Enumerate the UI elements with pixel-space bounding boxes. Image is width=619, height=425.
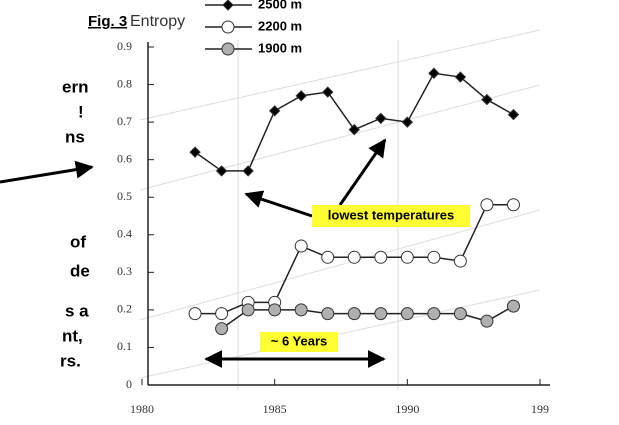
data-point xyxy=(507,108,520,121)
data-point xyxy=(189,146,201,158)
y-tick-label: 0.7 xyxy=(117,114,132,128)
data-point xyxy=(453,254,467,268)
data-point xyxy=(481,93,493,106)
data-point xyxy=(374,250,388,264)
annotation: ~ 6 Years xyxy=(271,333,328,348)
y-tick-label: 0 xyxy=(126,377,132,391)
legend-label: 1900 m xyxy=(258,40,302,55)
figure-label: Fig. 3 xyxy=(88,13,127,30)
side-text: s a xyxy=(65,301,89,320)
y-tick-label: 0.1 xyxy=(117,339,132,353)
series-line xyxy=(194,72,514,172)
data-point xyxy=(400,307,414,321)
data-point xyxy=(215,307,229,321)
data-point xyxy=(506,299,520,313)
annotation: lowest temperatures xyxy=(328,207,454,222)
y-tick-label: 0.5 xyxy=(117,189,132,203)
data-point xyxy=(322,86,334,98)
series-line xyxy=(221,305,514,330)
side-text: ern xyxy=(62,77,88,96)
legend-marker xyxy=(221,42,235,56)
y-axis-label: Entropy xyxy=(130,13,185,30)
data-point xyxy=(347,250,361,264)
side-text: rs. xyxy=(60,351,81,370)
data-point xyxy=(506,198,520,212)
data-point xyxy=(427,307,441,321)
y-tick-label: 0.3 xyxy=(117,264,132,278)
legend-marker xyxy=(221,20,235,34)
annotation-box xyxy=(312,205,470,227)
legend-label: 2500 m xyxy=(258,0,302,11)
side-text: of xyxy=(70,232,86,251)
x-tick-label: 1985 xyxy=(263,402,287,416)
arrow xyxy=(244,190,313,218)
data-point xyxy=(188,307,202,321)
data-point xyxy=(374,307,388,321)
x-tick-label: 199 xyxy=(531,402,549,416)
legend-label: 2200 m xyxy=(258,18,302,33)
side-text: ! xyxy=(78,102,84,121)
data-point xyxy=(348,123,360,136)
data-point xyxy=(215,322,229,336)
data-point xyxy=(480,198,494,212)
data-point xyxy=(347,307,361,321)
data-point xyxy=(427,250,441,264)
pointer-arrow xyxy=(0,160,94,184)
y-tick-label: 0.6 xyxy=(117,151,132,165)
data-point xyxy=(294,239,308,253)
annotation-box xyxy=(260,332,338,352)
data-point xyxy=(400,250,414,264)
y-tick-label: 0.2 xyxy=(117,302,132,316)
legend-marker xyxy=(222,0,234,11)
side-text: nt, xyxy=(62,326,83,345)
arrow xyxy=(338,138,387,206)
data-point xyxy=(215,165,228,177)
data-point xyxy=(268,303,282,317)
data-point xyxy=(295,90,307,102)
data-point xyxy=(428,67,440,79)
data-point xyxy=(242,165,254,177)
data-point xyxy=(294,303,308,317)
data-point xyxy=(480,314,494,328)
y-tick-label: 0.9 xyxy=(117,39,132,53)
side-text: de xyxy=(70,261,90,280)
x-tick-label: 1980 xyxy=(130,402,154,416)
data-point xyxy=(268,105,281,117)
x-tick-label: 1990 xyxy=(395,402,419,416)
data-point xyxy=(401,116,414,128)
data-point xyxy=(241,303,255,317)
data-point xyxy=(454,71,467,83)
data-point xyxy=(321,307,335,321)
side-text: ns xyxy=(65,127,85,146)
y-tick-label: 0.4 xyxy=(117,227,132,241)
data-point xyxy=(321,250,335,264)
y-tick-label: 0.8 xyxy=(117,76,132,90)
data-point xyxy=(453,307,467,321)
data-point xyxy=(375,112,387,125)
